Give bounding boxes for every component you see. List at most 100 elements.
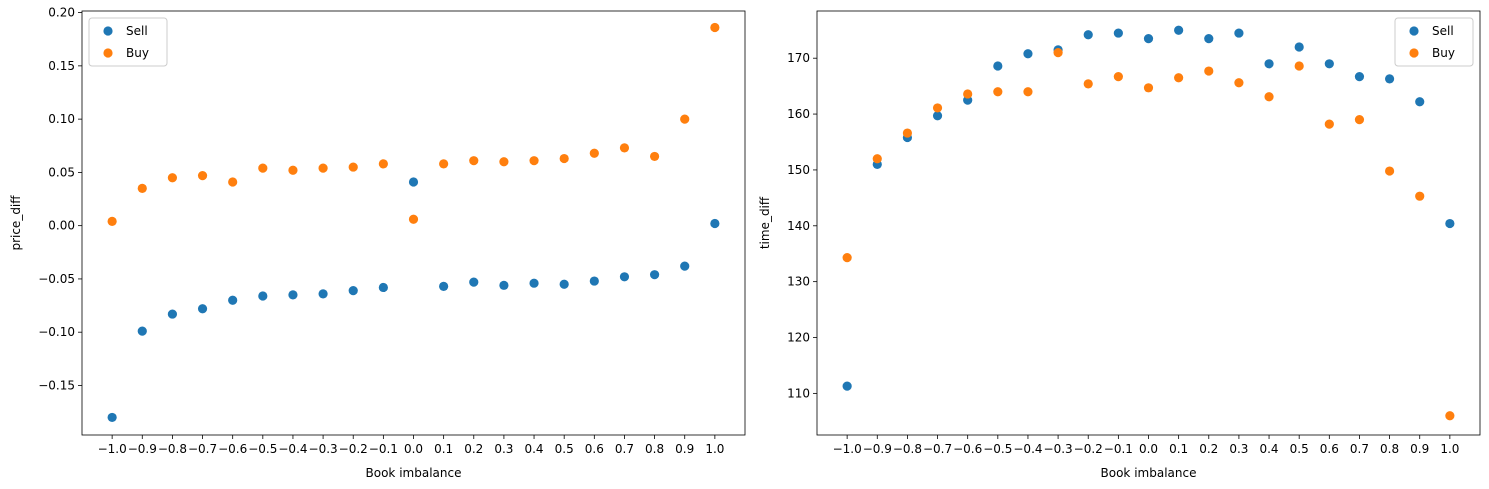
point-sell	[197, 304, 208, 314]
x-tick-label: 0.1	[434, 442, 453, 456]
y-axis-label: time_diff	[758, 196, 772, 249]
x-tick-label: −0.3	[309, 442, 338, 456]
point-sell	[1354, 72, 1365, 82]
point-buy	[1384, 166, 1395, 176]
point-sell	[469, 277, 479, 287]
x-tick-label: 0.2	[464, 442, 483, 456]
point-sell	[137, 326, 147, 336]
legend-label-buy: Buy	[126, 46, 149, 60]
x-tick-label: −0.7	[923, 442, 952, 456]
point-sell	[559, 279, 569, 289]
x-tick-label: 1.0	[1440, 442, 1459, 456]
point-sell	[439, 281, 449, 291]
y-tick-label: 170	[787, 51, 810, 65]
point-buy	[137, 183, 147, 193]
point-buy	[649, 151, 660, 162]
point-buy	[1053, 48, 1063, 58]
y-axis-label: price_diff	[9, 195, 23, 251]
x-tick-label: 0.5	[1290, 442, 1309, 456]
point-sell	[258, 291, 268, 301]
point-buy	[1174, 73, 1184, 83]
x-tick-label: −0.7	[188, 442, 217, 456]
x-tick-label: 0.1	[1169, 442, 1188, 456]
point-sell	[1264, 59, 1274, 69]
y-tick-label: 0.20	[48, 6, 75, 20]
point-sell	[619, 272, 630, 282]
point-buy	[1324, 119, 1334, 129]
point-buy	[288, 165, 298, 175]
x-tick-label: 0.3	[1229, 442, 1248, 456]
point-buy	[348, 162, 358, 172]
point-sell	[348, 286, 358, 296]
x-tick-label: −0.2	[1074, 442, 1103, 456]
point-sell	[1324, 59, 1334, 69]
point-buy	[619, 143, 630, 153]
point-sell	[589, 276, 599, 286]
point-sell	[1174, 25, 1184, 35]
legend-marker-buy	[1409, 48, 1419, 58]
y-tick-label: −0.15	[38, 378, 75, 392]
point-buy	[1023, 87, 1033, 97]
x-tick-label: 0.5	[555, 442, 574, 456]
x-tick-label: 0.0	[1139, 442, 1158, 456]
point-buy	[902, 128, 913, 138]
x-tick-label: 0.3	[494, 442, 513, 456]
legend-label-sell: Sell	[126, 24, 148, 38]
point-buy	[258, 163, 268, 173]
point-buy	[1143, 83, 1154, 93]
point-sell	[1023, 49, 1033, 59]
point-buy	[378, 159, 388, 169]
y-tick-label: 160	[787, 107, 810, 121]
point-buy	[872, 154, 882, 164]
y-tick-label: 140	[787, 219, 810, 233]
x-tick-label: 0.9	[675, 442, 694, 456]
point-buy	[1415, 191, 1425, 201]
point-sell	[993, 61, 1003, 71]
x-tick-label: 1.0	[705, 442, 724, 456]
x-tick-label: −1.0	[833, 442, 862, 456]
x-tick-label: −0.4	[278, 442, 307, 456]
x-tick-label: 0.4	[1259, 442, 1278, 456]
x-tick-label: −0.5	[983, 442, 1012, 456]
point-buy	[932, 103, 943, 113]
point-sell	[167, 309, 178, 319]
point-sell	[1384, 74, 1395, 84]
x-tick-label: −0.6	[218, 442, 247, 456]
point-buy	[469, 156, 479, 166]
point-buy	[1445, 411, 1455, 421]
point-buy	[1354, 115, 1365, 125]
point-buy	[680, 114, 690, 124]
point-buy	[499, 157, 509, 167]
point-buy	[408, 214, 419, 224]
point-sell	[1083, 30, 1093, 40]
y-tick-label: 110	[787, 386, 810, 400]
x-tick-label: 0.2	[1199, 442, 1218, 456]
point-buy	[1294, 61, 1304, 71]
point-buy	[1264, 92, 1274, 102]
point-buy	[993, 87, 1003, 97]
legend-label-buy: Buy	[1432, 46, 1455, 60]
x-tick-label: −1.0	[98, 442, 127, 456]
y-tick-label: −0.10	[38, 325, 75, 339]
point-buy	[1234, 78, 1244, 88]
point-sell	[1113, 28, 1123, 38]
x-tick-label: −0.1	[1104, 442, 1133, 456]
point-sell	[1415, 97, 1425, 107]
legend-marker-sell	[103, 26, 113, 36]
y-tick-label: 150	[787, 163, 810, 177]
point-sell	[378, 282, 388, 293]
point-buy	[963, 89, 973, 99]
point-buy	[197, 170, 208, 181]
y-tick-label: 130	[787, 275, 810, 289]
point-buy	[228, 177, 238, 187]
point-sell	[1234, 28, 1244, 38]
point-buy	[167, 173, 178, 183]
point-sell	[228, 295, 238, 305]
x-tick-label: −0.5	[248, 442, 277, 456]
point-buy	[107, 216, 117, 227]
y-tick-label: 0.10	[48, 112, 75, 126]
x-tick-label: −0.1	[369, 442, 398, 456]
point-sell	[107, 412, 117, 423]
x-axis-label: Book imbalance	[1101, 466, 1197, 480]
